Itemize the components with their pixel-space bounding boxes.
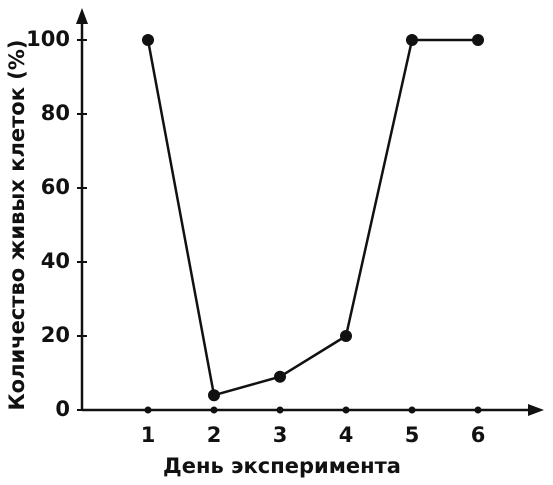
x-tick-label: 6 <box>471 423 486 447</box>
data-line <box>146 38 478 397</box>
y-axis-arrow <box>76 8 88 24</box>
x-tick <box>408 406 416 414</box>
data-point <box>274 370 286 383</box>
x-tick-label: 1 <box>141 423 156 447</box>
x-tick <box>144 406 152 414</box>
x-tick-label: 3 <box>273 423 288 447</box>
x-tick <box>342 406 350 414</box>
data-point <box>142 34 154 46</box>
x-tick <box>276 406 284 414</box>
x-tick-label: 2 <box>207 423 222 447</box>
y-tick-label: 40 <box>41 249 70 273</box>
y-axis-label: Количество живых клеток (%) <box>5 39 29 410</box>
data-point <box>208 389 220 402</box>
x-axis-arrow <box>528 404 544 416</box>
data-point <box>340 330 352 342</box>
x-tick-label: 5 <box>405 423 420 447</box>
y-tick-label: 60 <box>41 175 70 199</box>
data-point <box>472 34 484 46</box>
x-tick-label: 4 <box>339 423 354 447</box>
x-tick <box>474 406 482 414</box>
data-point <box>406 34 418 46</box>
y-tick-label: 0 <box>55 397 70 421</box>
y-tick-label: 20 <box>41 323 70 347</box>
y-tick-label: 80 <box>41 101 70 125</box>
y-tick-label: 100 <box>26 27 70 51</box>
x-axis-label: День эксперимента <box>163 454 401 478</box>
x-tick <box>210 406 218 414</box>
